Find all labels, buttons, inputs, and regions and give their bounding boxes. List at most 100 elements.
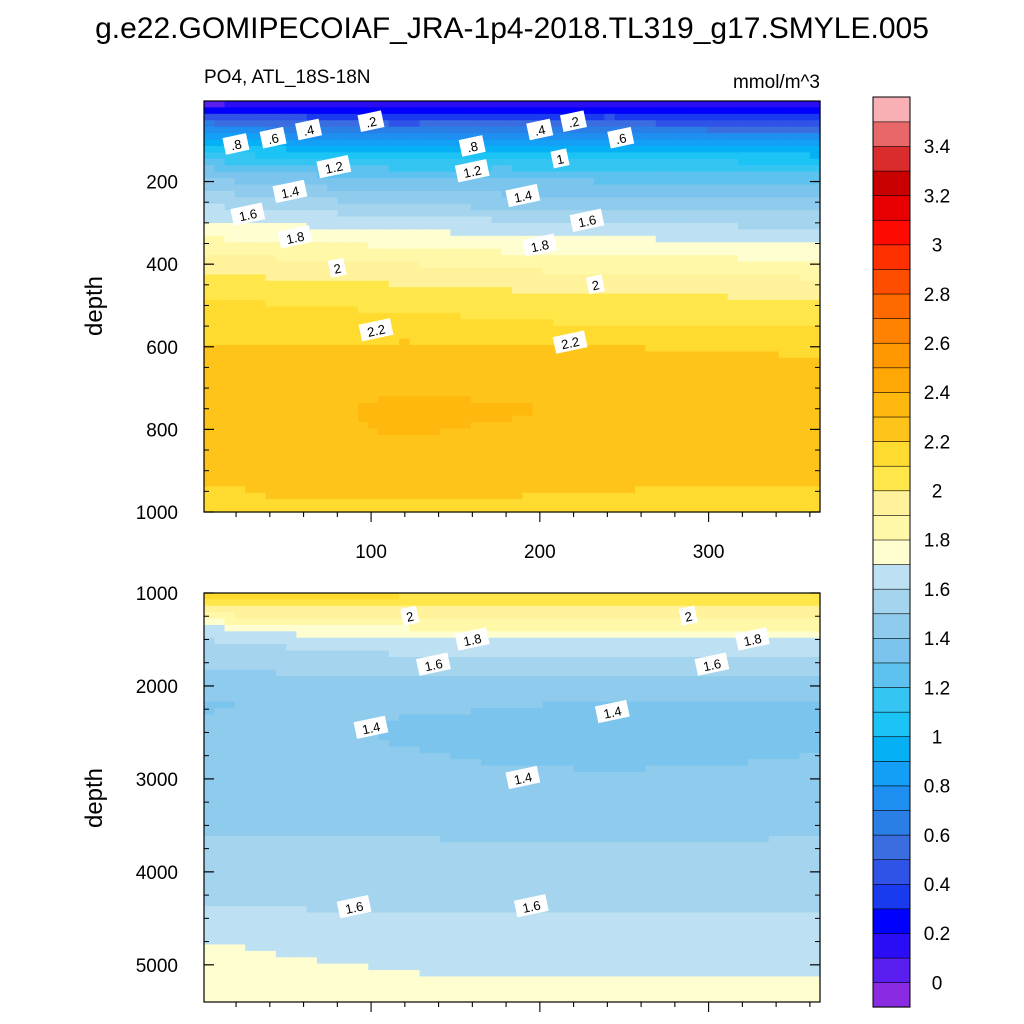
heatmap-cell (573, 229, 585, 237)
heatmap-cell (388, 593, 400, 600)
heatmap-cell (778, 624, 790, 632)
heatmap-cell (655, 492, 667, 500)
heatmap-cell (358, 688, 369, 696)
heatmap-cell (799, 644, 811, 652)
heatmap-cell (594, 345, 605, 353)
heatmap-cell (573, 364, 585, 372)
heatmap-cell (563, 248, 575, 256)
heatmap-cell (347, 351, 359, 359)
heatmap-cell (522, 454, 534, 462)
heatmap-cell (666, 133, 677, 141)
heatmap-cell (327, 152, 339, 160)
heatmap-cell (758, 676, 770, 684)
heatmap-cell (419, 357, 431, 365)
heatmap-cell (470, 306, 482, 314)
heatmap-cell (460, 650, 472, 658)
heatmap-cell (542, 618, 554, 626)
heatmap-cell (306, 434, 318, 442)
heatmap-cell (604, 351, 616, 359)
heatmap-cell (470, 223, 482, 231)
heatmap-cell (778, 338, 790, 346)
heatmap-cell (470, 682, 482, 690)
heatmap-cell (696, 454, 708, 462)
heatmap-cell (553, 293, 564, 301)
heatmap-cell (224, 190, 236, 198)
heatmap-cell (234, 656, 246, 664)
y-axis-label: depth (81, 276, 108, 336)
heatmap-cell (707, 126, 718, 134)
heatmap-cell (717, 261, 729, 269)
heatmap-cell (296, 422, 308, 430)
heatmap-cell (717, 644, 729, 652)
heatmap-cell (573, 492, 585, 500)
heatmap-cell (358, 152, 369, 160)
heatmap-cell (245, 139, 256, 147)
heatmap-cell (245, 184, 256, 192)
heatmap-cell (347, 676, 359, 684)
heatmap-cell (388, 338, 400, 346)
heatmap-cell (624, 325, 636, 333)
heatmap-cell (429, 637, 441, 645)
heatmap-cell (481, 319, 493, 327)
heatmap-cell (717, 178, 729, 186)
heatmap-cell (758, 612, 770, 620)
heatmap-cell (316, 593, 328, 600)
heatmap-cell (696, 126, 708, 134)
contour-label-box (230, 202, 266, 226)
heatmap-cell (778, 184, 790, 192)
heatmap-cell (501, 499, 513, 507)
heatmap-cell (614, 113, 626, 121)
heatmap-cell (553, 505, 564, 513)
heatmap-cell (255, 656, 267, 664)
heatmap-cell (306, 287, 318, 295)
heatmap-cell (727, 402, 739, 410)
heatmap-cell (532, 688, 544, 696)
heatmap-cell (316, 422, 328, 430)
heatmap-cell (532, 293, 544, 301)
heatmap-cell (512, 618, 523, 626)
heatmap-cell (604, 261, 616, 269)
heatmap-cell (727, 441, 739, 449)
heatmap-cell (245, 287, 256, 295)
heatmap-cell (245, 364, 256, 372)
heatmap-cell (450, 261, 462, 269)
heatmap-cell (265, 454, 277, 462)
heatmap-cell (501, 396, 513, 404)
heatmap-cell (799, 370, 811, 378)
heatmap-cell (655, 255, 667, 263)
heatmap-cell (347, 235, 359, 243)
heatmap-cell (789, 293, 801, 301)
heatmap-cell (234, 165, 246, 173)
heatmap-cell (666, 229, 677, 237)
heatmap-cell (666, 396, 677, 404)
heatmap-cell (624, 152, 636, 160)
heatmap-cell (255, 669, 267, 677)
heatmap-cell (809, 695, 821, 703)
heatmap-cell (768, 306, 780, 314)
heatmap-cell (696, 402, 708, 410)
heatmap-cell (255, 229, 267, 237)
heatmap-cell (368, 460, 380, 468)
heatmap-cell (481, 605, 493, 613)
heatmap-cell (337, 210, 349, 218)
heatmap-cell (583, 454, 595, 462)
heatmap-cell (737, 229, 749, 237)
heatmap-cell (470, 486, 482, 494)
heatmap-cell (316, 473, 328, 481)
heatmap-cell (481, 306, 493, 314)
heatmap-cell (327, 223, 339, 231)
heatmap-cell (583, 676, 595, 684)
heatmap-cell (717, 248, 729, 256)
heatmap-cell (275, 210, 287, 218)
heatmap-cell (358, 669, 369, 677)
heatmap-cell (214, 171, 226, 179)
heatmap-cell (594, 152, 605, 160)
heatmap-cell (347, 120, 359, 128)
heatmap-cell (799, 441, 811, 449)
heatmap-cell (614, 631, 626, 639)
heatmap-cell (429, 676, 441, 684)
heatmap-cell (388, 637, 400, 645)
heatmap-cell (440, 197, 451, 205)
heatmap-cell (717, 669, 729, 677)
heatmap-cell (758, 377, 770, 385)
